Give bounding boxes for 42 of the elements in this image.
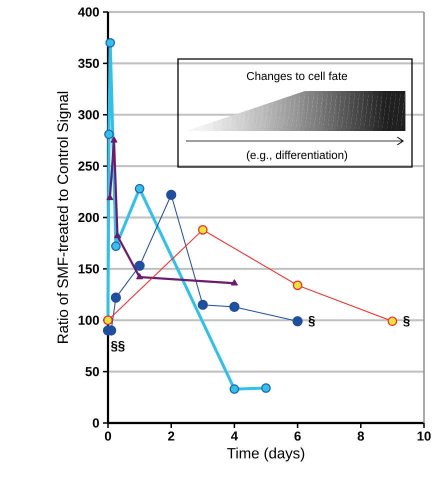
point: [230, 384, 240, 394]
y-tick-label: 300: [78, 110, 99, 120]
y-tick-label: 100: [78, 316, 99, 325]
point: [111, 241, 121, 252]
annotation: §: [308, 316, 315, 327]
point: [261, 383, 271, 393]
point: [198, 300, 208, 310]
x-tick-label: 2: [168, 432, 174, 441]
point: [229, 302, 240, 312]
point: [231, 279, 238, 286]
x-tick-label: 0: [104, 432, 112, 441]
y-tick-label: 200: [78, 212, 99, 222]
annotation: Changes to cell fate: [246, 72, 348, 82]
point: [292, 280, 302, 290]
y-tick-label: 400: [78, 7, 99, 17]
y-tick-label: 350: [78, 58, 99, 68]
point: [136, 273, 143, 280]
point: [110, 292, 121, 303]
x-tick-label: 6: [294, 432, 301, 441]
point: [106, 194, 114, 200]
annotation: (e.g., differentiation): [246, 150, 348, 162]
point: [134, 260, 145, 271]
annotation: §§: [111, 341, 125, 352]
y-tick-label: 0: [92, 418, 99, 428]
point: [134, 184, 144, 194]
point: [114, 232, 121, 238]
y-tick-label: 50: [85, 367, 99, 376]
x-axis-title: Time (days): [227, 448, 304, 462]
y-axis-title: Ratio of SMF-treated to Control Signal: [57, 92, 72, 343]
point: [388, 316, 398, 326]
point: [104, 129, 114, 140]
y-tick-label: 250: [78, 162, 99, 171]
point: [110, 136, 118, 143]
point: [292, 316, 303, 326]
y-tick-label: 150: [78, 264, 99, 274]
x-tick-label: 8: [358, 432, 364, 441]
point: [198, 225, 208, 235]
point: [166, 190, 176, 200]
point: [105, 38, 116, 48]
x-tick-label: 4: [231, 432, 238, 440]
x-tick-label: 10: [418, 432, 431, 441]
annotation: §: [403, 316, 410, 327]
